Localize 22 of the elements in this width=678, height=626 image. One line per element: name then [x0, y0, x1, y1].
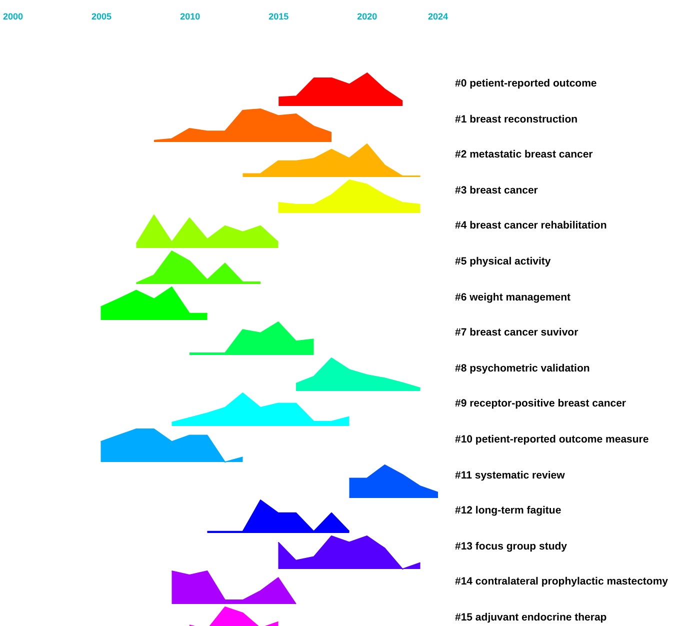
- text: #15 adjuvant endocrine therap: [455, 612, 607, 624]
- series-label: #11 systematic review: [455, 470, 566, 482]
- text: #0 petient-reported outcome: [455, 78, 597, 90]
- text: #12 long-term fagitue: [455, 504, 562, 516]
- text: #4 breast cancer rehabilitation: [455, 220, 607, 232]
- x-tick-label: 2024: [428, 12, 448, 22]
- text: #2 metastatic breast cancer: [455, 148, 593, 160]
- text: #14 contralateral prophylactic mastectomy: [455, 576, 668, 588]
- text: #7 breast cancer suvivor: [455, 326, 578, 338]
- text: #3 breast cancer: [455, 184, 538, 196]
- text: #13 focus group study: [455, 540, 568, 552]
- x-tick-label: 2015: [268, 12, 289, 22]
- text: #10 petient-reported outcome measure: [455, 434, 649, 446]
- x-tick-label: 2005: [92, 12, 112, 22]
- text: #1 breast reconstruction: [455, 114, 578, 126]
- text: #8 psychometric validation: [455, 362, 590, 374]
- text: #9 receptor-positive breast cancer: [455, 398, 626, 410]
- text: #5 physical activity: [455, 256, 551, 268]
- x-tick-label: 2000: [2, 12, 24, 22]
- x-tick-label: 2010: [180, 12, 200, 22]
- text: #6 weight management: [455, 292, 572, 304]
- x-tick-label: 2020: [357, 12, 378, 22]
